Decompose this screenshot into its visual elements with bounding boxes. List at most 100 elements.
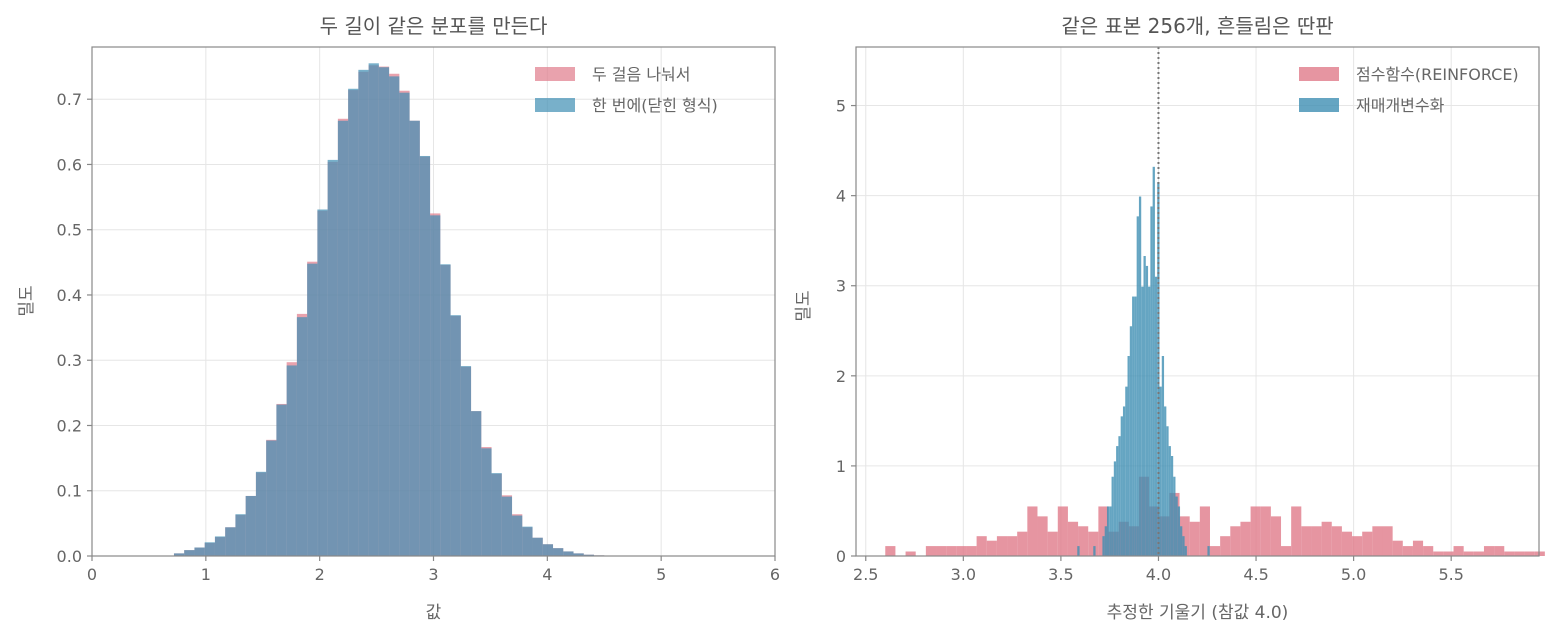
legend-label: 재매개변수화 <box>1356 96 1445 115</box>
x-tick-label: 5.0 <box>1341 565 1366 584</box>
histogram-bar <box>1534 551 1545 556</box>
histogram-bar <box>1260 506 1271 556</box>
histogram-bar <box>1423 546 1434 556</box>
histogram-bar <box>194 547 205 556</box>
histogram-bar <box>1037 516 1048 556</box>
histogram-bar <box>996 536 1008 556</box>
histogram-bar <box>1166 426 1169 556</box>
histogram-bar <box>266 440 277 556</box>
histogram-bar <box>1145 265 1149 556</box>
histogram-bar <box>1134 296 1137 556</box>
histogram-bar <box>512 515 523 556</box>
histogram-bar <box>399 92 410 556</box>
legend-swatch <box>1299 98 1339 112</box>
histogram-bar <box>1113 461 1117 556</box>
x-tick-label: 1 <box>201 565 211 584</box>
histogram-bar <box>1209 546 1221 556</box>
histogram-bar <box>956 546 967 556</box>
histogram-bar <box>1473 551 1484 556</box>
series-2 <box>1077 166 1210 557</box>
histogram-bar <box>1175 496 1178 556</box>
histogram-bar <box>1207 546 1210 556</box>
histogram-bar <box>430 215 441 556</box>
histogram-bar <box>1230 526 1241 556</box>
y-axis-label: 밀도 <box>794 290 814 321</box>
x-tick-label: 5.5 <box>1438 565 1463 584</box>
histogram-bar <box>1311 526 1322 556</box>
x-tick-label: 4.0 <box>1146 565 1171 584</box>
histogram-bar <box>1078 526 1089 556</box>
x-axis-label: 값 <box>426 603 442 623</box>
histogram-bar <box>1093 546 1096 556</box>
histogram-bar <box>389 76 400 556</box>
histogram-bar <box>1150 206 1153 556</box>
histogram-bar <box>419 155 431 556</box>
histogram-bar <box>1291 506 1302 556</box>
histogram-bar <box>214 536 226 556</box>
histogram-bar <box>1148 286 1151 556</box>
histogram-bar <box>1182 536 1185 556</box>
histogram-bar <box>1341 531 1353 556</box>
density-chart-left: 0 1 2 3 4 5 6 0.0 0.1 0.2 0.3 0.4 0.5 0.6 0.7 두 길이 같은 … <box>17 14 780 623</box>
histogram-bar <box>1007 536 1018 556</box>
histogram-bar <box>966 546 977 556</box>
histogram-bar <box>1125 386 1128 556</box>
series-1 <box>885 476 1545 556</box>
histogram-bar <box>1372 526 1383 556</box>
x-tick-label: 5 <box>656 565 666 584</box>
legend-label: 점수함수(REINFORCE) <box>1356 65 1519 84</box>
histogram-bar <box>1250 506 1261 556</box>
histogram-bar <box>1189 521 1200 556</box>
histogram-bar <box>1240 521 1251 556</box>
y-tick-label: 0.1 <box>57 482 82 501</box>
histogram-bar <box>936 546 947 556</box>
histogram-bar <box>245 495 256 556</box>
chart-title: 두 길이 같은 분포를 만든다 <box>320 14 548 38</box>
x-tick-label: 6 <box>770 565 780 584</box>
histogram-bar <box>184 550 195 556</box>
histogram-bar <box>573 553 584 556</box>
histogram-bar <box>1159 386 1162 556</box>
x-tick-label: 2.5 <box>853 565 878 584</box>
histogram-bar <box>1161 356 1165 556</box>
histogram-bar <box>1433 551 1444 556</box>
histogram-bar <box>986 540 997 556</box>
y-tick-label: 0.6 <box>57 155 82 174</box>
histogram-bar <box>1494 546 1505 556</box>
histogram-bar <box>1138 196 1142 556</box>
chart-title: 같은 표본 256개, 흔들림은 딴판 <box>1061 14 1333 38</box>
series-2 <box>173 63 605 557</box>
histogram-bar <box>1120 416 1123 556</box>
histogram-bar <box>296 317 308 556</box>
histogram-bar <box>1077 546 1080 556</box>
histogram-bar <box>583 554 595 556</box>
histogram-bar <box>885 546 896 556</box>
histogram-bar <box>440 264 451 556</box>
histogram-bar <box>1463 551 1474 556</box>
histogram-bar <box>1122 406 1126 556</box>
histogram-bar <box>1057 506 1068 556</box>
histogram-bar <box>1270 516 1282 556</box>
y-tick-label: 0.5 <box>57 221 82 240</box>
histogram-bar <box>286 365 297 556</box>
x-tick-label: 2 <box>315 565 325 584</box>
histogram-bar <box>1402 546 1413 556</box>
histogram-bar <box>1088 531 1099 556</box>
histogram-bar <box>1412 540 1424 556</box>
histogram-bar <box>1152 166 1155 557</box>
histogram-bar <box>204 542 215 556</box>
y-tick-label: 0.4 <box>57 286 82 305</box>
y-tick-label: 0.7 <box>57 90 82 109</box>
histogram-bar <box>1483 546 1495 556</box>
histogram-bar <box>1524 551 1535 556</box>
histogram-bar <box>409 120 420 556</box>
histogram-bar <box>1179 516 1190 556</box>
histogram-bar <box>235 514 246 556</box>
histogram-bar <box>1129 326 1133 556</box>
y-tick-label: 0 <box>836 547 846 566</box>
histogram-bar <box>1331 526 1342 556</box>
histogram-bar <box>481 448 492 556</box>
x-axis-label: 추정한 기울기 (참값 4.0) <box>1107 603 1289 623</box>
histogram-bar <box>1173 476 1176 556</box>
histogram-bar <box>368 63 379 557</box>
